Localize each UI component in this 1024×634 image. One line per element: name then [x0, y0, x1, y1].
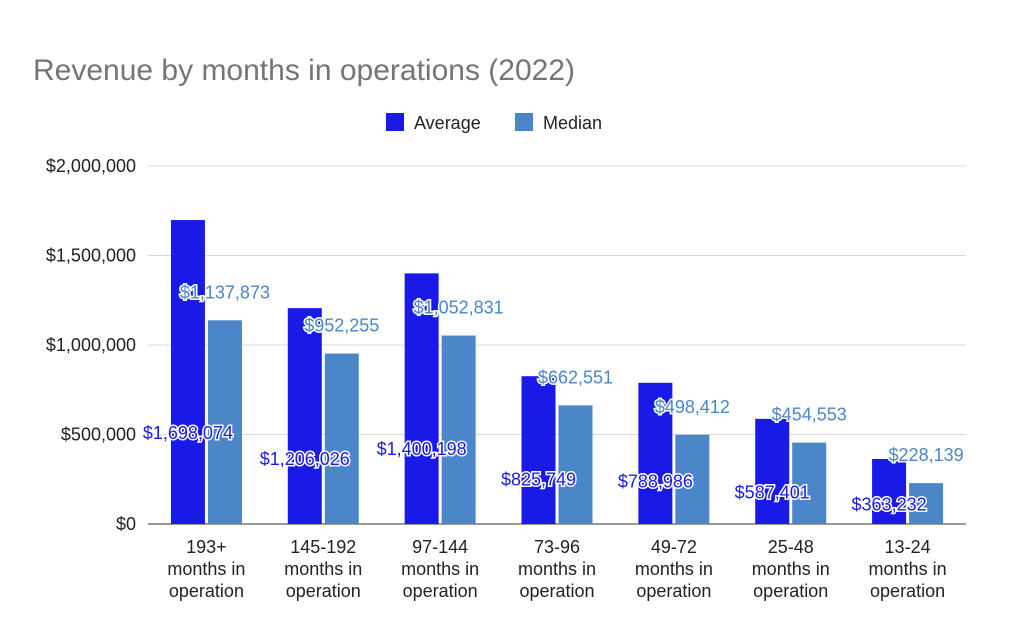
x-tick-label: 193+ months in operation	[167, 537, 245, 601]
y-tick-label: $0	[116, 514, 136, 534]
x-tick-label: 73-96 months in operation	[518, 537, 596, 601]
data-label-average: $788,986	[618, 472, 693, 492]
data-label-average: $587,401	[735, 482, 810, 502]
data-label-median: $1,137,873	[180, 282, 270, 302]
y-tick-label: $1,500,000	[46, 246, 136, 266]
bar-average	[755, 418, 790, 524]
chart-title: Revenue by months in operations (2022)	[33, 54, 575, 87]
x-tick-label: 145-192 months in operation	[284, 537, 362, 601]
legend-label-median: Median	[543, 113, 602, 133]
data-label-median: $1,052,831	[414, 298, 504, 318]
data-label-median: $454,553	[772, 405, 847, 425]
data-label-average: $363,232	[852, 494, 927, 514]
bar-median	[324, 353, 359, 524]
data-label-average: $1,206,026	[260, 449, 350, 469]
gridlines	[148, 165, 966, 525]
x-axis: 193+ months in operation 145-192 months in op…	[167, 537, 946, 601]
bar-median	[792, 442, 827, 524]
bar-average	[638, 382, 673, 524]
bar-average	[404, 273, 439, 524]
bar-average	[872, 458, 907, 524]
data-label-average: $825,749	[501, 470, 576, 490]
x-tick-label: 97-144 months in operation	[401, 537, 479, 601]
bar-median	[441, 335, 476, 524]
x-tick-label: 13-24 months in operation	[869, 537, 947, 601]
bar-median	[675, 434, 710, 524]
y-axis: $0 $500,000 $1,000,000 $1,500,000 $2,000,000	[46, 156, 136, 534]
y-tick-label: $1,000,000	[46, 335, 136, 355]
data-label-average: $1,400,198	[377, 439, 467, 459]
data-labels: $1,698,074 $1,137,873 $1,206,026 $952,255 $1…	[141, 281, 965, 516]
y-tick-label: $2,000,000	[46, 156, 136, 176]
bar-average	[521, 376, 556, 524]
bar-median	[207, 320, 242, 524]
x-tick-label: 49-72 months in operation	[635, 537, 713, 601]
bars	[170, 220, 944, 525]
data-label-median: $498,412	[655, 397, 730, 417]
legend-label-average: Average	[414, 113, 481, 133]
data-label-median: $228,139	[889, 445, 964, 465]
data-label-median: $662,551	[538, 367, 613, 387]
bar-average	[287, 308, 322, 524]
x-tick-label: 25-48 months in operation	[752, 537, 830, 601]
bar-median	[909, 483, 944, 524]
data-label-average: $1,698,074	[143, 423, 233, 443]
legend-swatch-median	[515, 113, 533, 131]
bar-median	[558, 405, 593, 524]
y-tick-label: $500,000	[61, 425, 136, 445]
chart-legend: Average Median	[386, 113, 602, 133]
legend-swatch-average	[386, 113, 404, 131]
bar-average	[170, 220, 205, 525]
data-label-median: $952,255	[304, 316, 379, 336]
